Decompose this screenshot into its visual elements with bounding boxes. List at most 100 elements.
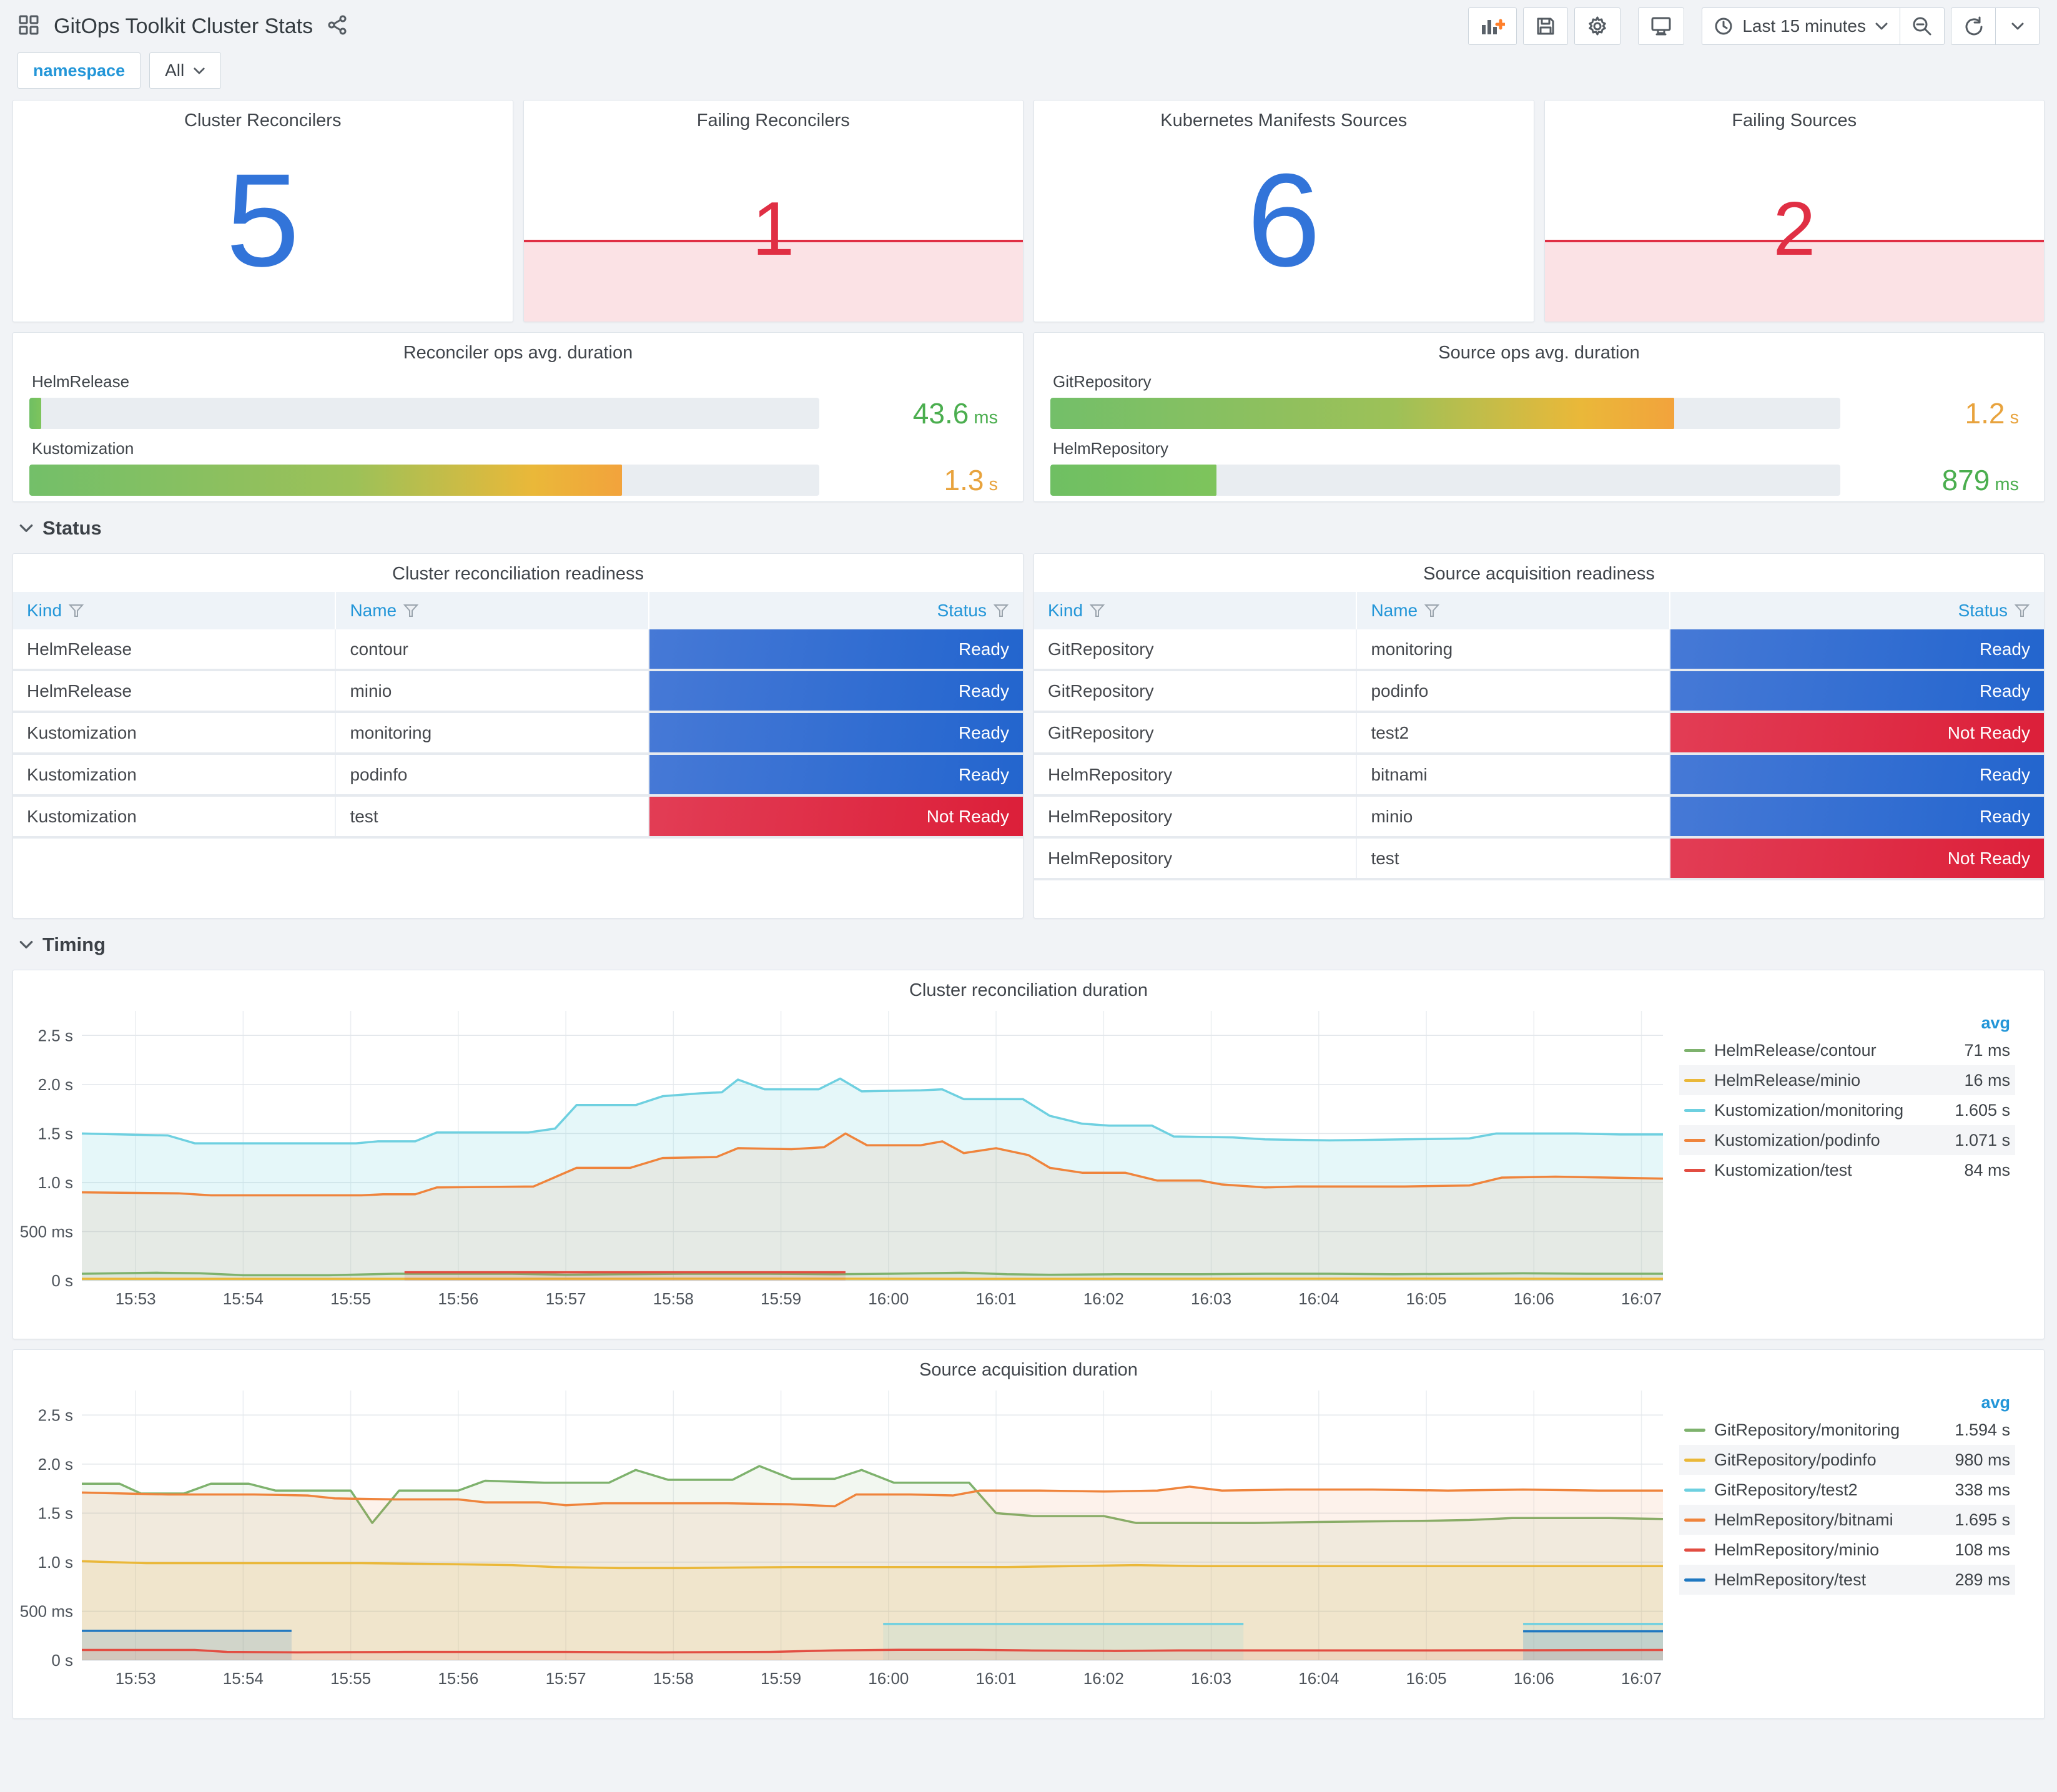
series-area — [82, 1078, 1663, 1281]
gauge-track — [1050, 398, 1840, 429]
y-axis-tick-label: 2.0 s — [38, 1455, 73, 1474]
gauge-row: HelmRepository 879 ms — [1050, 439, 2028, 497]
gauges-row: Reconciler ops avg. duration HelmRelease… — [12, 332, 2045, 502]
dashboard-settings-button[interactable] — [1574, 7, 1621, 45]
x-axis-tick-label: 15:55 — [330, 1669, 371, 1688]
chart-source-acquisition-duration: Source acquisition duration 15:53 15:54 15… — [12, 1349, 2045, 1719]
legend-item[interactable]: HelmRelease/contour 71 ms — [1679, 1035, 2015, 1065]
gauge-bar-fill — [1050, 398, 1675, 429]
series-name: HelmRepository/bitnami — [1714, 1510, 1893, 1529]
x-axis-tick-label: 16:03 — [1191, 1669, 1231, 1688]
cell-status-badge: Ready — [1670, 629, 2044, 669]
x-axis-tick-label: 15:56 — [438, 1289, 478, 1308]
column-header-status[interactable]: Status — [649, 592, 1023, 629]
legend-item[interactable]: GitRepository/test2 338 ms — [1679, 1475, 2015, 1505]
filter-icon[interactable] — [1424, 603, 1440, 619]
panel-title: Reconciler ops avg. duration — [403, 343, 633, 363]
timeseries-plot[interactable]: 15:53 15:54 15:55 15:56 15:57 15:58 15:59 16:00… — [18, 1382, 1673, 1694]
legend-item[interactable]: Kustomization/test 84 ms — [1679, 1155, 2015, 1185]
cell-name: monitoring — [1357, 629, 1670, 669]
gauge-row: Kustomization 1.3 s — [29, 439, 1007, 497]
series-avg-value: 980 ms — [1955, 1450, 2010, 1469]
cell-status-badge: Ready — [649, 629, 1023, 669]
stat-value: 1 — [752, 186, 795, 272]
legend-item[interactable]: HelmRelease/minio 16 ms — [1679, 1065, 2015, 1095]
chevron-down-icon — [19, 940, 33, 948]
column-header-name[interactable]: Name — [1357, 592, 1670, 629]
chevron-down-icon — [2011, 22, 2023, 30]
filter-icon[interactable] — [403, 603, 419, 619]
clock-icon — [1715, 17, 1732, 35]
series-avg-value: 16 ms — [1964, 1070, 2010, 1090]
legend-item[interactable]: HelmRepository/test 289 ms — [1679, 1565, 2015, 1595]
legend-item[interactable]: GitRepository/monitoring 1.594 s — [1679, 1415, 2015, 1445]
cell-status-badge: Not Ready — [1670, 839, 2044, 878]
x-axis-tick-label: 16:06 — [1514, 1289, 1554, 1308]
cell-name: podinfo — [336, 755, 649, 794]
filter-icon[interactable] — [2014, 603, 2030, 619]
y-axis-tick-label: 1.0 s — [38, 1553, 73, 1572]
series-name: HelmRelease/minio — [1714, 1070, 1861, 1090]
column-header-name[interactable]: Name — [336, 592, 649, 629]
series-line — [81, 1560, 1663, 1570]
y-axis-tick-label: 0 s — [51, 1651, 73, 1670]
legend-header[interactable]: avg — [1981, 1393, 2010, 1412]
refresh-button[interactable] — [1951, 7, 1996, 45]
save-dashboard-button[interactable] — [1523, 7, 1569, 45]
legend-header[interactable]: avg — [1981, 1013, 2010, 1032]
gauge-label: HelmRelease — [32, 372, 130, 391]
legend-item[interactable]: HelmRepository/bitnami 1.695 s — [1679, 1505, 2015, 1535]
cell-name: test — [336, 797, 649, 836]
add-panel-button[interactable] — [1468, 7, 1517, 45]
series-color-swatch — [1684, 1518, 1705, 1522]
y-axis-tick-label: 1.5 s — [38, 1124, 73, 1143]
cell-status-badge: Ready — [1670, 755, 2044, 794]
legend-item[interactable]: HelmRepository/minio 108 ms — [1679, 1535, 2015, 1565]
series-color-swatch — [1684, 1078, 1705, 1082]
x-axis-tick-label: 15:58 — [653, 1669, 694, 1688]
time-range-picker[interactable]: Last 15 minutes — [1702, 7, 1900, 45]
legend-item[interactable]: GitRepository/podinfo 980 ms — [1679, 1445, 2015, 1475]
x-axis-tick-label: 16:06 — [1514, 1669, 1554, 1688]
x-axis-tick-label: 16:07 — [1621, 1289, 1662, 1308]
column-header-kind[interactable]: Kind — [1034, 592, 1358, 629]
column-header-status[interactable]: Status — [1670, 592, 2044, 629]
share-icon[interactable] — [327, 14, 348, 39]
timeseries-plot[interactable]: 15:53 15:54 15:55 15:56 15:57 15:58 15:59 16:00… — [18, 1002, 1673, 1314]
chevron-down-icon — [194, 67, 205, 74]
section-timing[interactable]: Timing — [19, 928, 2057, 961]
table-row: Kustomization test Not Ready — [13, 797, 1023, 839]
cell-kind: GitRepository — [1034, 713, 1358, 752]
table-source-acquisition-readiness: Source acquisition readiness Kind Name Sta… — [1033, 553, 2045, 918]
legend-item[interactable]: Kustomization/podinfo 1.071 s — [1679, 1125, 2015, 1155]
gauge-reconciler-ops: Reconciler ops avg. duration HelmRelease… — [12, 332, 1024, 502]
refresh-interval-dropdown[interactable] — [1996, 7, 2040, 45]
dashboards-grid-icon[interactable] — [17, 14, 40, 39]
filter-icon[interactable] — [1089, 603, 1105, 619]
series-area — [82, 1465, 1663, 1660]
zoom-out-button[interactable] — [1900, 7, 1945, 45]
cell-name: test2 — [1357, 713, 1670, 752]
readiness-table: Kind Name Status GitRepository monitoring Rea… — [1034, 592, 2044, 918]
filter-icon[interactable] — [993, 603, 1009, 619]
cell-status-badge: Ready — [1670, 671, 2044, 711]
series-avg-value: 338 ms — [1955, 1480, 2010, 1499]
cell-kind: GitRepository — [1034, 671, 1358, 711]
status-tables-row: Cluster reconciliation readiness Kind Nam… — [12, 553, 2045, 918]
x-axis-tick-label: 16:00 — [868, 1669, 909, 1688]
namespace-select[interactable]: All — [149, 52, 222, 89]
cell-kind: HelmRepository — [1034, 755, 1358, 794]
series-area — [1523, 1631, 1663, 1660]
cycle-view-mode-button[interactable] — [1638, 7, 1685, 45]
column-header-kind[interactable]: Kind — [13, 592, 337, 629]
filter-icon[interactable] — [68, 603, 84, 619]
chart-legend: avg HelmRelease/contour 71 ms HelmRelease/m… — [1673, 1002, 2026, 1185]
x-axis-tick-label: 15:53 — [116, 1289, 156, 1308]
legend-item[interactable]: Kustomization/monitoring 1.605 s — [1679, 1095, 2015, 1125]
section-status[interactable]: Status — [19, 512, 2057, 544]
stat-cluster-reconcilers: Cluster Reconcilers 5 — [12, 100, 513, 322]
table-cluster-reconciliation-readiness: Cluster reconciliation readiness Kind Nam… — [12, 553, 1024, 918]
cell-status-badge: Not Ready — [1670, 713, 2044, 752]
series-avg-value: 108 ms — [1955, 1540, 2010, 1559]
panel-title: Failing Reconcilers — [696, 111, 850, 130]
